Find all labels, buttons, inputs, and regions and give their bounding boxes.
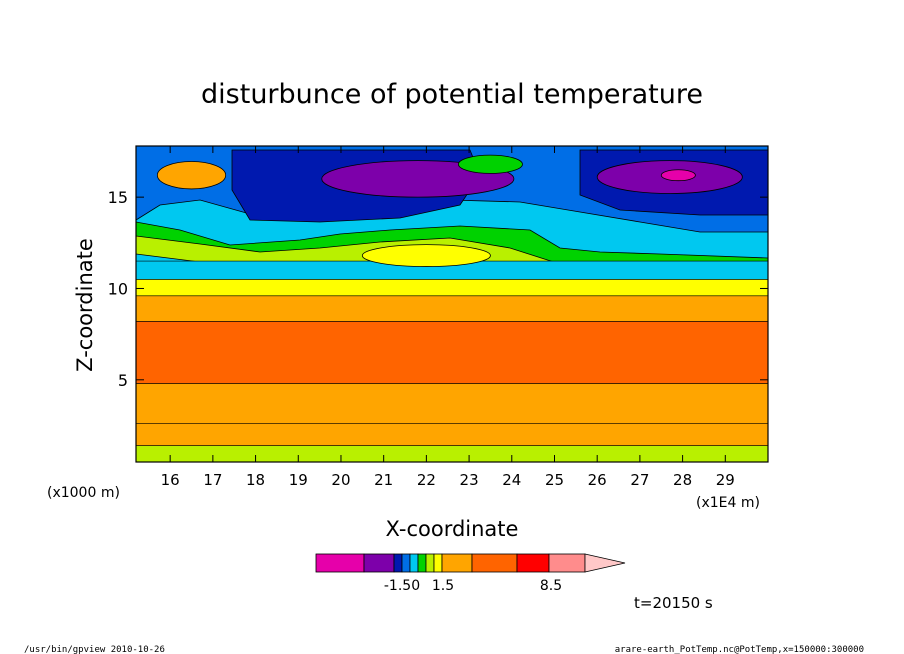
- chart-title: disturbunce of potential temperature: [201, 79, 703, 110]
- x-tick-label-22: 22: [417, 471, 436, 489]
- contour-layer-1: [136, 423, 768, 446]
- colorbar-swatch-4: [409, 553, 419, 573]
- colorbar-swatch-9: [471, 553, 518, 573]
- colorbar-swatch-1: [363, 553, 395, 573]
- contour-blob-3: [660, 169, 696, 182]
- x-tick-label-23: 23: [460, 471, 479, 489]
- y-axis-label: Z-coordinate: [73, 238, 97, 372]
- x-tick-label-16: 16: [161, 471, 180, 489]
- colorbar-swatch-10: [516, 553, 550, 573]
- colorbar-swatch-2: [393, 553, 403, 573]
- contour-layer-3: [136, 321, 768, 384]
- x-axis-unit: (x1E4 m): [696, 495, 760, 511]
- contour-blob-5: [458, 154, 523, 174]
- x-tick-label-19: 19: [289, 471, 308, 489]
- contour-layer-5: [136, 279, 768, 297]
- x-tick-label-24: 24: [502, 471, 521, 489]
- contour-blob-0: [156, 161, 227, 190]
- colorbar-swatch-arrow: [584, 553, 626, 573]
- y-tick-label-10: 10: [108, 279, 128, 298]
- y-tick-label-5: 5: [118, 371, 128, 390]
- colorbar-swatch-5: [417, 553, 427, 573]
- contour-layer-4: [136, 295, 768, 322]
- contour-blob-4: [361, 244, 491, 267]
- plot-frame: [135, 145, 769, 463]
- footer-left: /usr/bin/gpview 2010-10-26: [24, 645, 165, 654]
- y-tick-label-15: 15: [108, 188, 128, 207]
- x-axis-label: X-coordinate: [386, 517, 519, 541]
- contour-layer-2: [136, 383, 768, 424]
- colorbar: -1.50 1.5 8.5: [315, 553, 626, 594]
- colorbar-label-0: -1.50: [384, 578, 420, 594]
- footer-right: arare-earth_PotTemp.nc@PotTemp,x=150000:…: [615, 645, 864, 654]
- x-tick-label-26: 26: [588, 471, 607, 489]
- x-tick-label-21: 21: [374, 471, 393, 489]
- colorbar-swatch-7: [433, 553, 443, 573]
- colorbar-swatch-6: [425, 553, 435, 573]
- colorbar-swatch-3: [401, 553, 411, 573]
- colorbar-label-1: 1.5: [432, 578, 454, 594]
- y-axis-unit: (x1000 m): [47, 485, 120, 501]
- x-tick-label-18: 18: [246, 471, 265, 489]
- x-tick-label-27: 27: [630, 471, 649, 489]
- x-tick-label-17: 17: [203, 471, 222, 489]
- colorbar-label-2: 8.5: [540, 578, 562, 594]
- colorbar-swatch-0: [315, 553, 365, 573]
- colorbar-swatch-11: [548, 553, 586, 573]
- colorbar-swatch-8: [441, 553, 473, 573]
- x-tick-label-28: 28: [673, 471, 692, 489]
- time-label: t=20150 s: [634, 594, 713, 612]
- x-tick-label-29: 29: [716, 471, 735, 489]
- x-tick-label-20: 20: [331, 471, 350, 489]
- contour-layer-0: [136, 445, 768, 462]
- x-tick-label-25: 25: [545, 471, 564, 489]
